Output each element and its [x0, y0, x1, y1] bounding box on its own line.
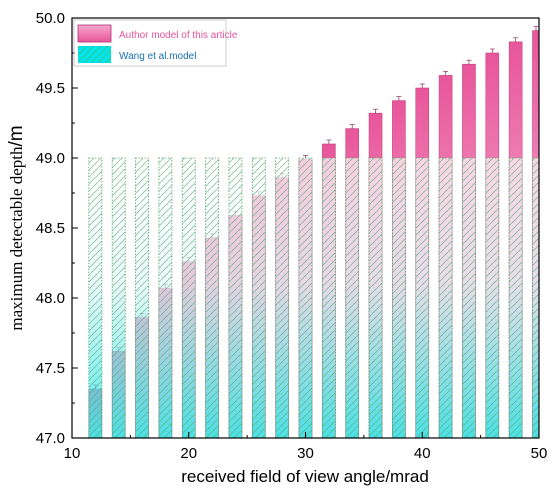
bar-wang-hatch-36 — [368, 157, 383, 439]
bar-wang-hatch-38 — [391, 157, 406, 439]
x-axis-title: received field of view angle/mrad — [181, 467, 429, 486]
y-tick-label: 49.5 — [36, 80, 65, 97]
bar-wang-hatch-16 — [135, 157, 149, 439]
x-tick-label: 30 — [297, 445, 314, 462]
y-tick-label: 50.0 — [36, 10, 65, 27]
bar-wang-hatch-32 — [321, 157, 336, 439]
bar-wang-hatch-22 — [205, 157, 220, 439]
bar-wang-hatch-46 — [485, 157, 500, 439]
y-axis-title: maximum detectable depth/m — [6, 125, 27, 330]
y-tick-label: 47.0 — [36, 430, 65, 447]
legend-swatch-author — [77, 24, 112, 43]
x-tick-label: 20 — [180, 445, 197, 462]
legend-swatch-wang-hatch — [78, 46, 111, 63]
y-tick-label: 48.0 — [36, 290, 65, 307]
ticks-layer: 10 20 30 40 50 47.0 47.5 48.0 48.5 49.0 49.5 50.0 — [36, 10, 548, 462]
y-axis-title-main: maximum detectable depth — [7, 146, 26, 331]
bars-layer — [88, 26, 540, 439]
y-axis-title-unit: /m — [6, 125, 27, 146]
bar-wang-hatch-44 — [462, 157, 476, 439]
bar-wang-hatch-18 — [158, 157, 173, 439]
x-tick-label: 40 — [414, 445, 431, 462]
bar-wang-hatch-24 — [228, 157, 243, 439]
bar-wang-hatch-14 — [111, 157, 126, 439]
legend-label-author: Author model of this article — [119, 30, 238, 41]
bar-wang-hatch-42 — [438, 157, 453, 439]
bar-wang-hatch-20 — [181, 157, 196, 439]
y-tick-label: 47.5 — [36, 360, 65, 377]
legend-label-wang: Wang et al.model — [119, 51, 196, 62]
bar-wang-hatch-48 — [508, 157, 523, 439]
x-tick-label: 10 — [64, 445, 81, 462]
bar-wang-hatch-50 — [532, 157, 540, 439]
y-tick-label: 48.5 — [36, 220, 65, 237]
bar-wang-hatch-34 — [345, 157, 360, 439]
bar-wang-hatch-28 — [275, 157, 290, 439]
y-tick-label: 49.0 — [36, 150, 65, 167]
bar-wang-hatch-26 — [251, 157, 266, 439]
bar-wang-hatch-40 — [415, 157, 430, 439]
x-tick-label: 50 — [531, 445, 548, 462]
bar-wang-hatch-12 — [88, 157, 103, 439]
legend: Author model of this article Wang et al.… — [73, 19, 238, 67]
bar-wang-hatch-30 — [298, 157, 313, 439]
